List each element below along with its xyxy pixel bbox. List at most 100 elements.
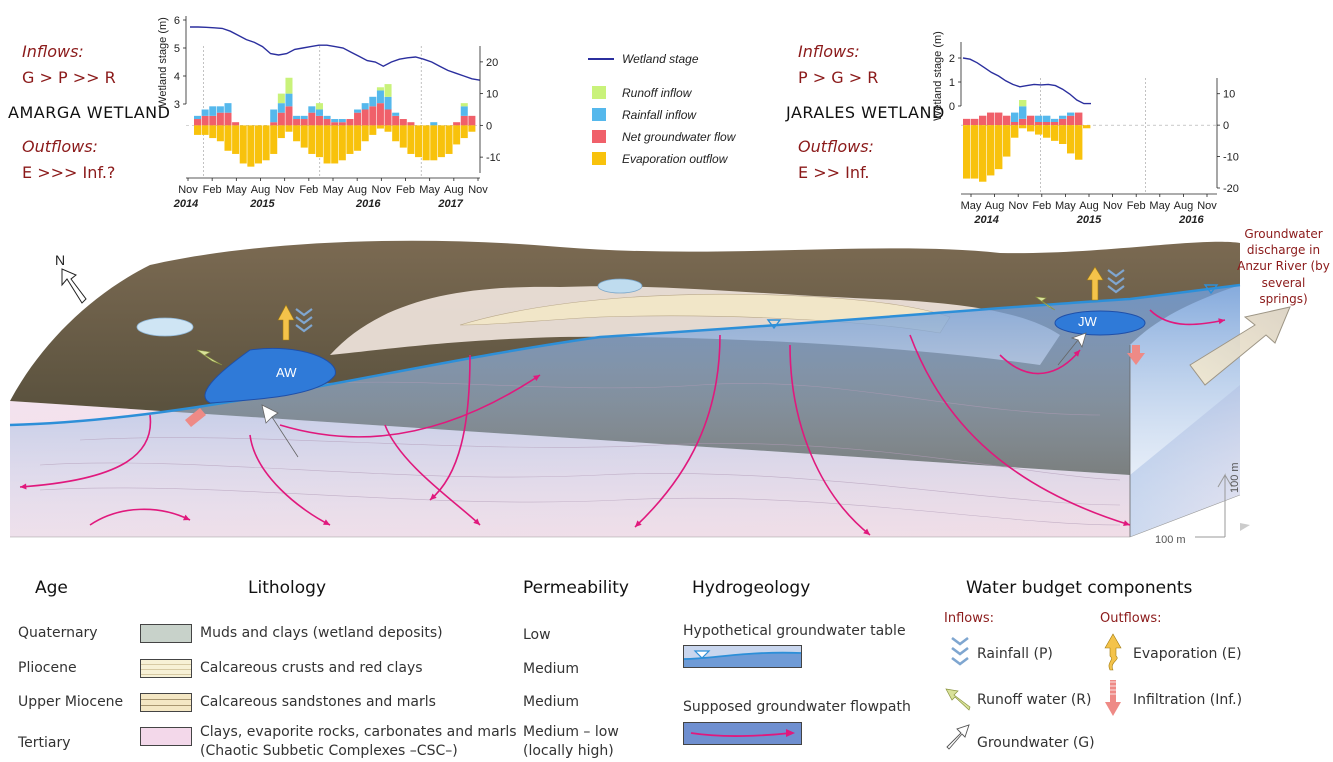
bar-rainfall-inflow (384, 96, 392, 110)
bar-evaporation-outflow (987, 125, 995, 176)
bar-evaporation-outflow (308, 125, 316, 154)
bar-rainfall-inflow (1043, 115, 1051, 122)
bar-evaporation-outflow (1051, 125, 1059, 141)
bar-rainfall-inflow (315, 109, 323, 116)
legend-water-budget-title: Water budget components (966, 578, 1193, 598)
x-tick-label: Nov (468, 184, 488, 196)
lithology-clays-evaporites: Clays, evaporite rocks, carbonates and m… (200, 724, 517, 740)
year-label: 2015 (1076, 214, 1102, 226)
year-label: 2015 (249, 198, 275, 210)
x-tick-label: Feb (299, 184, 318, 196)
x-tick-label: Nov (372, 184, 392, 196)
bar-rainfall-inflow (369, 96, 377, 107)
bar-net-groundwater-flow (1003, 115, 1011, 126)
discharge-label: Groundwater discharge in Anzur River (by… (1237, 227, 1330, 306)
left-tick-label: 1 (949, 77, 955, 89)
bar-evaporation-outflow (376, 125, 384, 129)
bar-evaporation-outflow (1059, 125, 1067, 144)
flowpath-line (909, 334, 1131, 526)
bar-net-groundwater-flow (361, 109, 369, 126)
right-tick-label: 0 (486, 120, 492, 132)
left-tick-label: 4 (174, 71, 180, 83)
right-tick-label: -20 (1223, 183, 1239, 195)
jarales-outflows-formula: E >> Inf. (798, 163, 870, 182)
flowpath-arrowhead (183, 514, 190, 521)
legend-groundwater-swatch (592, 130, 606, 143)
budget-outflows-label: Outflows: (1100, 611, 1162, 626)
bar-net-groundwater-flow (369, 106, 377, 126)
bar-evaporation-outflow (254, 125, 262, 164)
legend-groundwater-label: Net groundwater flow (622, 130, 737, 144)
infiltration-icon (1105, 680, 1121, 716)
bar-net-groundwater-flow (1067, 115, 1075, 126)
bar-rainfall-inflow (216, 106, 224, 113)
flowpath-arrowhead (473, 518, 480, 525)
lithology-calcareous-crusts: Calcareous crusts and red clays (200, 660, 423, 676)
water-table-marker-2 (1203, 284, 1219, 295)
bar-rainfall-inflow (201, 109, 209, 116)
bar-evaporation-outflow (285, 125, 293, 132)
year-label: 2016 (355, 198, 381, 210)
bar-net-groundwater-flow (1011, 122, 1019, 126)
jarales-wetland-water (1054, 310, 1146, 336)
bar-runoff-inflow (384, 84, 392, 97)
bar-evaporation-outflow (354, 125, 362, 151)
year-label: 2014 (173, 198, 198, 210)
scale-horizontal-label: 100 m (1155, 534, 1186, 546)
bar-evaporation-outflow (300, 125, 308, 148)
bar-runoff-inflow (1019, 100, 1027, 107)
bar-runoff-inflow (277, 93, 285, 104)
age-pliocene: Pliocene (18, 660, 77, 676)
bar-net-groundwater-flow (376, 103, 384, 126)
legend-permeability-title: Permeability (523, 578, 629, 598)
bar-rainfall-inflow (270, 109, 278, 123)
x-tick-label: May (1055, 200, 1076, 212)
bar-evaporation-outflow (1035, 125, 1043, 135)
jarales-groundwater-icon (1057, 332, 1087, 366)
flowpath-line (249, 434, 331, 526)
bar-rainfall-inflow (1067, 112, 1075, 116)
x-tick-label: May (323, 184, 344, 196)
legend-rainfall-label: Rainfall inflow (622, 108, 697, 122)
right-tick-label: 20 (486, 57, 498, 69)
age-upper-miocene: Upper Miocene (18, 694, 124, 710)
bar-net-groundwater-flow (293, 119, 301, 126)
bar-runoff-inflow (460, 103, 468, 107)
flowpath-arrowhead (533, 375, 540, 382)
bar-evaporation-outflow (1027, 125, 1035, 132)
bar-evaporation-outflow (262, 125, 270, 161)
amarga-groundwater-icon (261, 404, 299, 458)
groundwater-flowpaths (19, 309, 1226, 536)
bar-evaporation-outflow (445, 125, 453, 154)
bar-net-groundwater-flow (995, 112, 1003, 126)
amarga-evaporation-icon (277, 304, 295, 341)
flowpath-line (999, 349, 1081, 375)
bar-net-groundwater-flow (384, 109, 392, 126)
bar-net-groundwater-flow (963, 118, 971, 126)
bar-evaporation-outflow (331, 125, 339, 164)
jw-label: JW (1078, 314, 1098, 329)
bar-evaporation-outflow (437, 125, 445, 158)
bar-net-groundwater-flow (1035, 122, 1043, 126)
year-label: 2016 (1178, 214, 1204, 226)
bar-rainfall-inflow (224, 103, 232, 113)
x-tick-label: Aug (347, 184, 367, 196)
amarga-wetland-title: AMARGA WETLAND (8, 103, 171, 122)
rainfall-label: Rainfall (P) (977, 646, 1053, 662)
bar-net-groundwater-flow (224, 112, 232, 126)
x-tick-label: Aug (1079, 200, 1099, 212)
bar-evaporation-outflow (277, 125, 285, 139)
bar-rainfall-inflow (331, 119, 339, 123)
bar-net-groundwater-flow (399, 119, 407, 126)
bar-rainfall-inflow (323, 115, 331, 120)
flowpath-arrowhead (1218, 318, 1225, 325)
flowpath-arrowhead (323, 519, 330, 525)
year-label: 2017 (437, 198, 463, 210)
amarga-inflows-formula: G > P >> R (22, 68, 116, 87)
left-tick-label: 3 (174, 99, 180, 111)
bar-rainfall-inflow (285, 93, 293, 107)
left-axis-label: Wetland stage (m) (157, 17, 169, 107)
flowpath-line (1149, 309, 1226, 326)
right-tick-label: -10 (1223, 152, 1239, 164)
bar-rainfall-inflow (376, 90, 384, 104)
